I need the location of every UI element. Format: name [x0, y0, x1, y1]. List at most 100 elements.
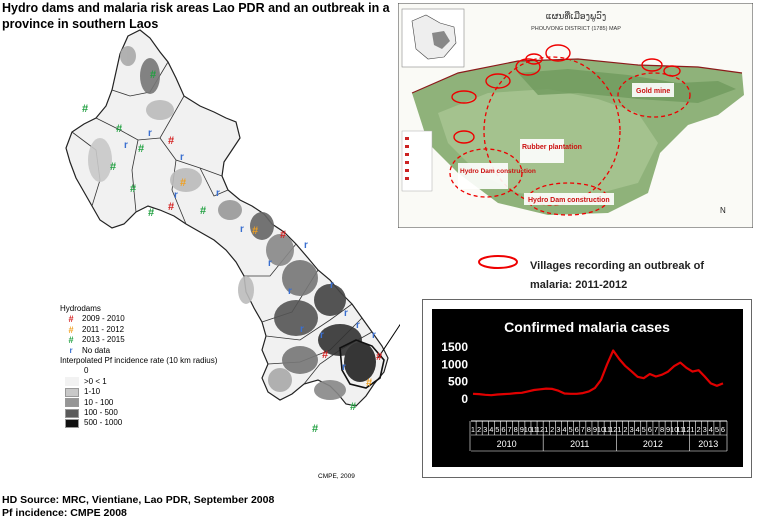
page-title: Hydro dams and malaria risk areas Lao PD…	[2, 1, 390, 31]
svg-text:#: #	[366, 377, 372, 389]
chart-background	[432, 309, 743, 467]
svg-text:r: r	[148, 128, 152, 139]
inset-label-rubber: Rubber plantation	[522, 144, 582, 151]
svg-text:r: r	[320, 330, 324, 341]
x-tick-label: 2	[697, 425, 701, 434]
outbreak-note-line1: Villages recording an outbreak of	[530, 260, 705, 272]
x-tick-label: 4	[489, 425, 493, 434]
y-tick-label: 1000	[441, 357, 468, 371]
svg-text:r: r	[342, 362, 346, 373]
year-label: 2013	[698, 439, 718, 449]
outbreak-note-line2: malaria: 2011-2012	[530, 279, 628, 291]
source-line-pf: Pf incidence: CMPE 2008	[2, 507, 127, 519]
svg-text:#: #	[150, 69, 156, 81]
x-tick-label: 2	[477, 425, 481, 434]
svg-text:#: #	[280, 229, 286, 241]
year-label: 2011	[570, 439, 589, 449]
x-tick-label: 9	[593, 425, 597, 434]
x-tick-label: 6	[721, 425, 725, 434]
svg-text:r: r	[240, 224, 244, 235]
x-tick-label: 6	[501, 425, 505, 434]
svg-text:#: #	[148, 207, 154, 219]
svg-text:#: #	[180, 177, 186, 189]
svg-text:#: #	[168, 201, 174, 213]
svg-text:r: r	[356, 320, 360, 331]
svg-text:#: #	[168, 135, 174, 147]
x-tick-label: 3	[556, 425, 560, 434]
inset-label-hydro-1: Hydro Dam construction	[460, 168, 536, 175]
svg-text:r: r	[330, 280, 334, 291]
y-tick-label: 500	[448, 375, 468, 389]
svg-text:#: #	[312, 423, 318, 435]
x-tick-label: 5	[568, 425, 572, 434]
legend-incidence-100-500: 100 - 500	[60, 408, 217, 418]
map-legend: Hydrodams #2009 - 2010 #2011 - 2012 #201…	[60, 304, 217, 429]
x-tick-label: 2	[623, 425, 627, 434]
legend-incidence-0: 0	[60, 366, 217, 377]
inset-header: ແຜນທີ່ເມືອງພູວົງ	[546, 11, 606, 22]
legend-incidence-10-100: 10 - 100	[60, 398, 217, 408]
x-tick-label: 4	[709, 425, 713, 434]
svg-text:r: r	[304, 240, 308, 251]
svg-text:#: #	[322, 349, 328, 361]
x-tick-label: 6	[575, 425, 579, 434]
x-tick-label: 12	[536, 425, 544, 434]
legend-hydrodam-nodata: r No data	[69, 345, 111, 355]
x-tick-label: 9	[520, 425, 524, 434]
incidence-legend-title: Interpolated Pf incidence rate (10 km ra…	[60, 355, 218, 365]
x-tick-label: 6	[648, 425, 652, 434]
x-tick-label: 4	[636, 425, 640, 434]
x-tick-label: 7	[507, 425, 511, 434]
x-tick-label: 9	[666, 425, 670, 434]
outbreak-note: Villages recording an outbreak of malari…	[530, 257, 704, 295]
x-tick-label: 7	[581, 425, 585, 434]
svg-text:#: #	[376, 351, 382, 363]
x-tick-label: 3	[483, 425, 487, 434]
inset-subheader: PHOUVONG DISTRICT (1785) MAP	[531, 26, 621, 32]
x-tick-label: 12	[609, 425, 617, 434]
chart-title: Confirmed malaria cases	[504, 319, 670, 335]
x-tick-label: 5	[715, 425, 719, 434]
x-tick-label: 8	[587, 425, 591, 434]
x-tick-label: 5	[642, 425, 646, 434]
x-tick-label: 8	[514, 425, 518, 434]
hydrodams-legend-title: Hydrodams	[60, 304, 101, 313]
inset-label-hydro-2: Hydro Dam construction	[528, 197, 610, 204]
north-arrow: N	[720, 206, 726, 215]
svg-text:r: r	[180, 152, 184, 163]
x-tick-label: 4	[562, 425, 566, 434]
x-tick-label: 11	[676, 425, 684, 434]
x-tick-label: 2	[550, 425, 554, 434]
svg-text:r: r	[216, 188, 220, 199]
svg-text:#: #	[138, 143, 144, 155]
y-tick-label: 1500	[441, 340, 468, 354]
outbreak-symbol-icon	[478, 255, 518, 269]
legend-hydrodam-2013: #2013 - 2015	[68, 335, 125, 346]
svg-text:#: #	[200, 205, 206, 217]
x-tick-label: 11	[530, 425, 538, 434]
legend-incidence-500-1000: 500 - 1000	[60, 418, 217, 429]
malaria-cases-line	[472, 349, 724, 397]
source-line-hd: HD Source: MRC, Vientiane, Lao PDR, Sept…	[2, 494, 275, 506]
svg-text:r: r	[288, 286, 292, 297]
legend-incidence-1-10: 1-10	[60, 387, 217, 397]
legend-hydrodam-2011: #2011 - 2012	[68, 324, 125, 335]
x-tick-label: 3	[629, 425, 633, 434]
svg-text:#: #	[252, 225, 258, 237]
svg-text:r: r	[344, 308, 348, 319]
year-label: 2012	[643, 439, 663, 449]
laos-map: # # # # # # # # # # # # # # # # # # rrr …	[65, 29, 400, 435]
svg-text:#: #	[350, 401, 356, 413]
legend-hydrodam-2009: #2009 - 2010	[68, 314, 125, 325]
svg-text:r: r	[124, 140, 128, 151]
x-tick-label: 12	[682, 425, 690, 434]
svg-text:r: r	[300, 324, 304, 335]
legend-incidence-lt1: >0 < 1	[60, 377, 217, 387]
map-credit: CMPE, 2009	[318, 473, 355, 480]
x-tick-label: 3	[703, 425, 707, 434]
x-tick-label: 1	[617, 425, 621, 434]
svg-text:r: r	[372, 330, 376, 341]
year-label: 2010	[497, 439, 517, 449]
x-tick-label: 10	[524, 425, 532, 434]
